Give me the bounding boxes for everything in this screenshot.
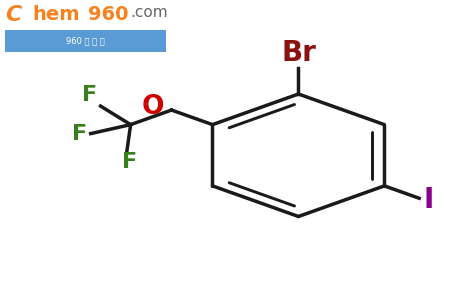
Text: F: F xyxy=(72,124,87,144)
Text: hem: hem xyxy=(33,5,80,24)
Text: 960 化 工 网: 960 化 工 网 xyxy=(66,36,105,45)
Text: F: F xyxy=(122,152,137,172)
Text: 960: 960 xyxy=(88,5,128,24)
Text: O: O xyxy=(142,93,164,120)
Text: C: C xyxy=(5,5,22,25)
Text: .com: .com xyxy=(131,5,168,20)
Text: Br: Br xyxy=(281,39,316,67)
Text: F: F xyxy=(82,85,97,105)
Text: I: I xyxy=(424,186,434,214)
FancyBboxPatch shape xyxy=(5,30,166,52)
